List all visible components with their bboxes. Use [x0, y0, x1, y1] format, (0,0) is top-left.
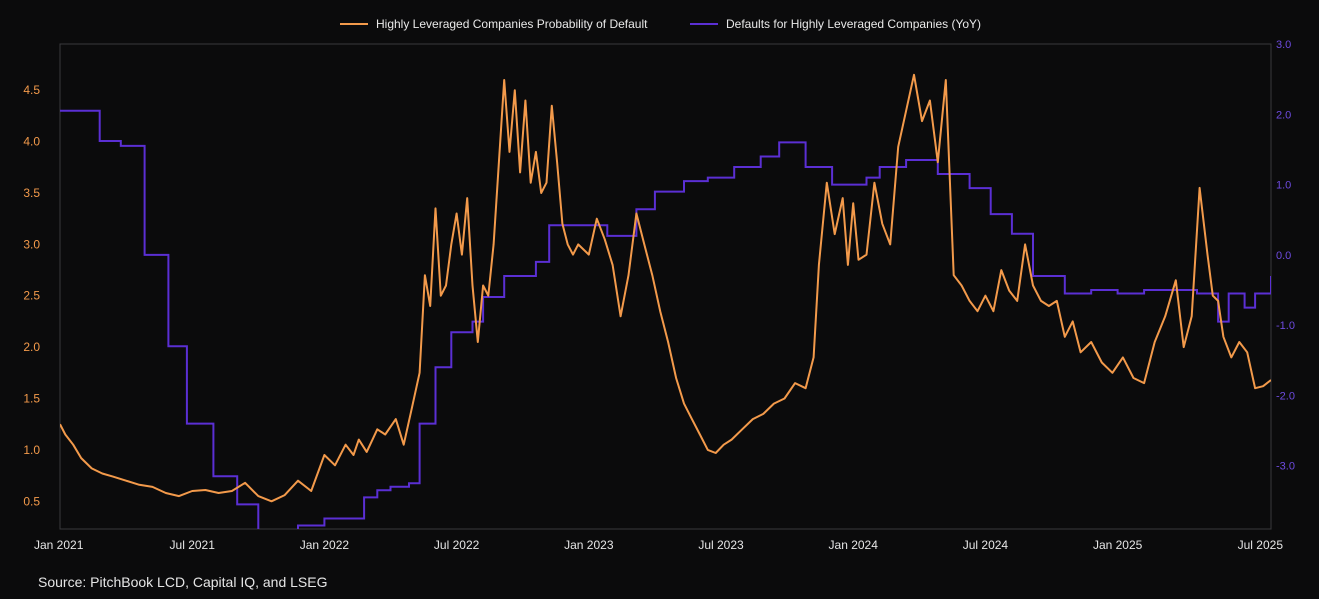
- right-tick-label: 1.0: [1276, 180, 1291, 192]
- x-tick-label: Jan 2021: [34, 538, 84, 552]
- right-tick-label: 0.0: [1276, 250, 1291, 262]
- x-tick-label: Jul 2024: [963, 538, 1009, 552]
- x-tick-label: Jul 2023: [698, 538, 744, 552]
- plot-frame: [59, 43, 1272, 530]
- right-axis: 3.0 2.0 1.0 0.0 -1.0 -2.0 -3.0: [1276, 39, 1295, 473]
- right-tick-label: 2.0: [1276, 109, 1291, 121]
- x-tick-label: Jan 2023: [564, 538, 614, 552]
- left-tick-label: 3.0: [23, 237, 40, 251]
- series-line-pd: [60, 73, 1271, 503]
- left-tick-label: 1.0: [23, 443, 40, 457]
- legend-label-defaults: Defaults for Highly Leveraged Companies …: [726, 17, 981, 31]
- left-tick-label: 2.0: [23, 340, 40, 354]
- x-tick-label: Jul 2025: [1238, 538, 1284, 552]
- left-axis: 0.5 1.0 1.5 2.0 2.5 3.0 3.5 4.0 4.5: [23, 83, 40, 508]
- right-tick-label: -1.0: [1276, 320, 1295, 332]
- right-tick-label: 3.0: [1276, 39, 1291, 51]
- chart: Highly Leveraged Companies Probability o…: [23, 17, 1295, 552]
- legend-label-pd: Highly Leveraged Companies Probability o…: [376, 17, 648, 31]
- left-tick-label: 2.5: [23, 289, 40, 303]
- right-tick-label: -2.0: [1276, 390, 1295, 402]
- x-tick-label: Jan 2022: [300, 538, 350, 552]
- left-tick-label: 3.5: [23, 186, 40, 200]
- x-tick-label: Jan 2024: [829, 538, 879, 552]
- x-tick-label: Jul 2022: [434, 538, 480, 552]
- legend: Highly Leveraged Companies Probability o…: [340, 17, 981, 31]
- series-line-defaults: [60, 109, 1271, 529]
- legend-item-pd[interactable]: Highly Leveraged Companies Probability o…: [340, 17, 648, 31]
- left-tick-label: 1.5: [23, 392, 40, 406]
- left-tick-label: 4.5: [23, 83, 40, 97]
- x-axis: Jan 2021 Jul 2021 Jan 2022 Jul 2022 Jan 2023…: [34, 538, 1283, 552]
- left-tick-label: 0.5: [23, 494, 40, 508]
- left-tick-label: 4.0: [23, 135, 40, 149]
- x-tick-label: Jan 2025: [1093, 538, 1143, 552]
- legend-item-defaults[interactable]: Defaults for Highly Leveraged Companies …: [690, 17, 981, 31]
- x-tick-label: Jul 2021: [170, 538, 216, 552]
- source-note: Source: PitchBook LCD, Capital IQ, and L…: [38, 574, 328, 590]
- right-tick-label: -3.0: [1276, 461, 1295, 473]
- plot-area: [60, 73, 1271, 529]
